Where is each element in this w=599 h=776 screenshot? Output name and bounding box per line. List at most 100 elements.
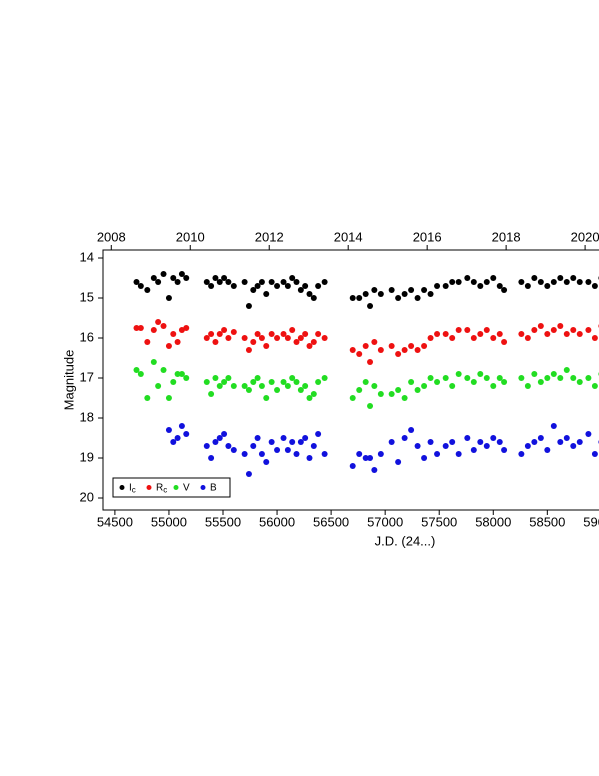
data-point — [254, 331, 261, 337]
data-point — [133, 367, 140, 373]
data-point — [414, 347, 421, 353]
data-point — [297, 439, 304, 445]
data-point — [216, 331, 223, 337]
data-point — [263, 343, 270, 349]
data-point — [442, 443, 449, 449]
data-point — [585, 279, 592, 285]
data-point — [557, 439, 564, 445]
data-point — [250, 339, 257, 345]
data-point — [212, 375, 219, 381]
data-point — [496, 283, 503, 289]
data-point — [310, 391, 317, 397]
data-point — [155, 383, 162, 389]
data-point — [284, 447, 291, 453]
data-point — [434, 283, 441, 289]
data-point — [280, 379, 287, 385]
data-point — [408, 427, 415, 433]
data-point — [455, 327, 462, 333]
data-point — [274, 335, 281, 341]
x-tick-label: 55500 — [205, 514, 241, 529]
data-point — [212, 439, 219, 445]
data-point — [585, 431, 592, 437]
data-point — [254, 375, 261, 381]
data-point — [289, 327, 296, 333]
data-point — [576, 331, 583, 337]
data-point — [174, 371, 181, 377]
data-point — [297, 335, 304, 341]
data-point — [371, 287, 378, 293]
x-tick-label: 58500 — [529, 514, 565, 529]
data-point — [221, 379, 228, 385]
data-point — [483, 327, 490, 333]
data-point — [531, 371, 538, 377]
data-point — [395, 387, 402, 393]
y-tick-label: 16 — [80, 329, 94, 344]
data-point — [306, 291, 313, 297]
data-point — [203, 443, 210, 449]
data-point — [321, 279, 328, 285]
data-point — [258, 383, 265, 389]
data-point — [315, 283, 322, 289]
data-point — [254, 435, 261, 441]
data-point — [477, 283, 484, 289]
data-point — [150, 275, 157, 281]
data-point — [518, 331, 525, 337]
data-point — [531, 275, 538, 281]
data-point — [377, 451, 384, 457]
data-point — [442, 331, 449, 337]
data-point — [356, 351, 363, 357]
data-point — [490, 275, 497, 281]
data-point — [155, 279, 162, 285]
data-point — [349, 463, 356, 469]
data-point — [414, 443, 421, 449]
data-point — [362, 343, 369, 349]
data-point — [289, 439, 296, 445]
data-point — [183, 325, 190, 331]
data-point — [165, 343, 172, 349]
x-tick-label: 57000 — [367, 514, 403, 529]
x2-tick-label: 2008 — [97, 229, 126, 244]
data-point — [367, 403, 374, 409]
data-point — [155, 319, 162, 325]
data-point — [245, 387, 252, 393]
data-point — [563, 331, 570, 337]
data-point — [150, 359, 157, 365]
data-point — [144, 395, 151, 401]
data-point — [388, 391, 395, 397]
data-point — [563, 279, 570, 285]
data-point — [524, 383, 531, 389]
y-tick-label: 20 — [80, 489, 94, 504]
legend-name: I — [129, 482, 132, 493]
data-point — [367, 359, 374, 365]
data-point — [401, 347, 408, 353]
data-point — [362, 379, 369, 385]
data-point — [550, 371, 557, 377]
data-point — [160, 323, 167, 329]
data-point — [315, 331, 322, 337]
data-point — [563, 367, 570, 373]
data-point — [501, 287, 508, 293]
data-point — [401, 435, 408, 441]
legend-label: B — [210, 482, 217, 493]
data-point — [174, 435, 181, 441]
data-point — [483, 375, 490, 381]
data-point — [470, 379, 477, 385]
data-point — [356, 295, 363, 301]
data-point — [225, 279, 232, 285]
legend-label: V — [183, 482, 190, 493]
data-point — [302, 331, 309, 337]
data-point — [280, 435, 287, 441]
x2-tick-label: 2012 — [255, 229, 284, 244]
data-point — [221, 327, 228, 333]
data-point — [203, 379, 210, 385]
data-point — [241, 335, 248, 341]
data-point — [174, 279, 181, 285]
data-point — [537, 435, 544, 441]
legend-marker — [119, 485, 125, 490]
data-point — [284, 335, 291, 341]
data-point — [483, 443, 490, 449]
data-point — [421, 383, 428, 389]
data-point — [591, 283, 598, 289]
data-point — [477, 371, 484, 377]
data-point — [388, 287, 395, 293]
